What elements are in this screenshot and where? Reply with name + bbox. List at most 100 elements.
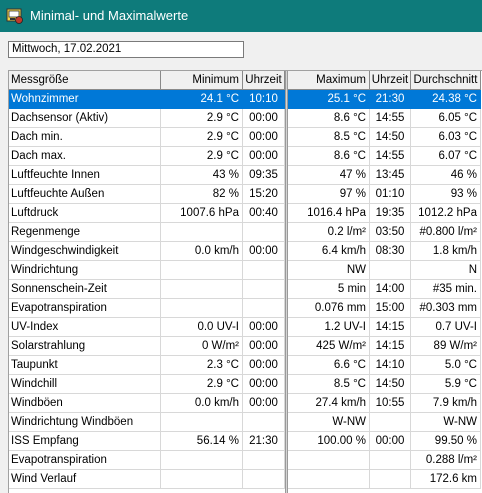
row-max-time: 19:35 <box>370 204 411 223</box>
row-minimum <box>161 299 243 318</box>
column-header-minimum[interactable]: Minimum <box>161 71 243 90</box>
row-maximum: 8.5 °C <box>288 128 370 147</box>
row-name: Luftdruck <box>9 204 161 223</box>
row-average: #35 min. <box>411 280 481 299</box>
min-max-table[interactable]: Messgröße Minimum Uhrzeit Maximum Uhrzei… <box>8 70 482 493</box>
row-average: 6.07 °C <box>411 147 481 166</box>
row-name: Sonnenschein-Zeit <box>9 280 161 299</box>
table-row[interactable]: Dach max. 2.9 °C 00:00 8.6 °C 14:55 6.07… <box>9 147 481 166</box>
table-row[interactable]: UV-Index 0.0 UV-I 00:00 1.2 UV-I 14:15 0… <box>9 318 481 337</box>
title-bar[interactable]: Minimal- und Maximalwerte <box>0 0 482 32</box>
column-header-min-time[interactable]: Uhrzeit <box>243 71 285 90</box>
table-row[interactable]: Luftfeuchte Innen 43 % 09:35 47 % 13:45 … <box>9 166 481 185</box>
row-max-time: 13:45 <box>370 166 411 185</box>
row-max-time: 21:30 <box>370 90 411 109</box>
row-max-time: 10:55 <box>370 394 411 413</box>
row-name: Regenmenge <box>9 223 161 242</box>
row-min-time: 00:00 <box>243 242 285 261</box>
row-max-time <box>370 451 411 470</box>
row-name: Dach min. <box>9 128 161 147</box>
row-name: Wohnzimmer <box>9 90 161 109</box>
row-name: ISS Empfang <box>9 432 161 451</box>
row-min-time: 00:00 <box>243 394 285 413</box>
row-name: Windgeschwindigkeit <box>9 242 161 261</box>
table-row[interactable]: Luftdruck 1007.6 hPa 00:40 1016.4 hPa 19… <box>9 204 481 223</box>
table-row[interactable]: Evapotranspiration 0.076 mm 15:00 #0.303… <box>9 299 481 318</box>
row-min-time <box>243 470 285 489</box>
table-row[interactable]: Windböen 0.0 km/h 00:00 27.4 km/h 10:55 … <box>9 394 481 413</box>
row-name: Dachsensor (Aktiv) <box>9 109 161 128</box>
row-name: UV-Index <box>9 318 161 337</box>
table-row[interactable]: Windgeschwindigkeit 0.0 km/h 00:00 6.4 k… <box>9 242 481 261</box>
row-minimum: 2.9 °C <box>161 375 243 394</box>
row-min-time <box>243 280 285 299</box>
table-row[interactable]: Dach min. 2.9 °C 00:00 8.5 °C 14:50 6.03… <box>9 128 481 147</box>
table-row[interactable]: Windrichtung NW N <box>9 261 481 280</box>
row-min-time: 00:00 <box>243 147 285 166</box>
row-max-time <box>370 470 411 489</box>
table-row[interactable]: Regenmenge 0.2 l/m² 03:50 #0.800 l/m² <box>9 223 481 242</box>
row-average: 1012.2 hPa <box>411 204 481 223</box>
row-minimum: 0.0 km/h <box>161 394 243 413</box>
table-row[interactable]: Windchill 2.9 °C 00:00 8.5 °C 14:50 5.9 … <box>9 375 481 394</box>
row-min-time: 15:20 <box>243 185 285 204</box>
row-min-time <box>243 261 285 280</box>
row-average: 46 % <box>411 166 481 185</box>
column-separator <box>285 71 288 493</box>
row-average: #0.800 l/m² <box>411 223 481 242</box>
row-max-time: 15:00 <box>370 299 411 318</box>
table-row[interactable]: Windrichtung Windböen W-NW W-NW <box>9 413 481 432</box>
row-average: W-NW <box>411 413 481 432</box>
column-header-maximum[interactable]: Maximum <box>288 71 370 90</box>
row-minimum: 43 % <box>161 166 243 185</box>
column-header-name[interactable]: Messgröße <box>9 71 161 90</box>
row-minimum: 1007.6 hPa <box>161 204 243 223</box>
row-max-time: 14:00 <box>370 280 411 299</box>
row-name: Evapotranspiration <box>9 451 161 470</box>
row-maximum: NW <box>288 261 370 280</box>
column-header-average[interactable]: Durchschnitt <box>411 71 481 90</box>
row-average: 7.9 km/h <box>411 394 481 413</box>
column-header-max-time[interactable]: Uhrzeit <box>370 71 411 90</box>
row-minimum: 2.9 °C <box>161 147 243 166</box>
row-name: Luftfeuchte Außen <box>9 185 161 204</box>
row-min-time: 00:00 <box>243 356 285 375</box>
date-field[interactable]: Mittwoch, 17.02.2021 <box>8 41 244 58</box>
table-row[interactable]: Luftfeuchte Außen 82 % 15:20 97 % 01:10 … <box>9 185 481 204</box>
row-max-time <box>370 261 411 280</box>
row-name: Dach max. <box>9 147 161 166</box>
table-row[interactable]: Dachsensor (Aktiv) 2.9 °C 00:00 8.6 °C 1… <box>9 109 481 128</box>
row-maximum: 425 W/m² <box>288 337 370 356</box>
table-row[interactable]: Taupunkt 2.3 °C 00:00 6.6 °C 14:10 5.0 °… <box>9 356 481 375</box>
row-min-time: 00:00 <box>243 318 285 337</box>
row-average: #0.303 mm <box>411 299 481 318</box>
row-average: 6.05 °C <box>411 109 481 128</box>
row-max-time: 03:50 <box>370 223 411 242</box>
table-row[interactable]: Wind Verlauf 172.6 km <box>9 470 481 489</box>
table-row[interactable]: ISS Empfang 56.14 % 21:30 100.00 % 00:00… <box>9 432 481 451</box>
row-name: Solarstrahlung <box>9 337 161 356</box>
row-minimum <box>161 261 243 280</box>
table-row[interactable]: Evapotranspiration 0.288 l/m² <box>9 451 481 470</box>
table-row[interactable]: Solarstrahlung 0 W/m² 00:00 425 W/m² 14:… <box>9 337 481 356</box>
row-min-time <box>243 413 285 432</box>
row-name: Wind Verlauf <box>9 470 161 489</box>
row-name: Windrichtung Windböen <box>9 413 161 432</box>
row-minimum: 0.0 UV-I <box>161 318 243 337</box>
row-minimum: 56.14 % <box>161 432 243 451</box>
row-minimum: 2.3 °C <box>161 356 243 375</box>
row-minimum: 2.9 °C <box>161 109 243 128</box>
row-name: Luftfeuchte Innen <box>9 166 161 185</box>
row-max-time: 14:15 <box>370 318 411 337</box>
row-min-time: 21:30 <box>243 432 285 451</box>
row-minimum <box>161 280 243 299</box>
table-row[interactable]: Sonnenschein-Zeit 5 min 14:00 #35 min. <box>9 280 481 299</box>
row-max-time <box>370 413 411 432</box>
row-name: Evapotranspiration <box>9 299 161 318</box>
row-maximum: 47 % <box>288 166 370 185</box>
row-maximum: 0.076 mm <box>288 299 370 318</box>
table-row[interactable]: Wohnzimmer 24.1 °C 10:10 25.1 °C 21:30 2… <box>9 90 481 109</box>
row-average: 6.03 °C <box>411 128 481 147</box>
row-min-time: 00:00 <box>243 337 285 356</box>
